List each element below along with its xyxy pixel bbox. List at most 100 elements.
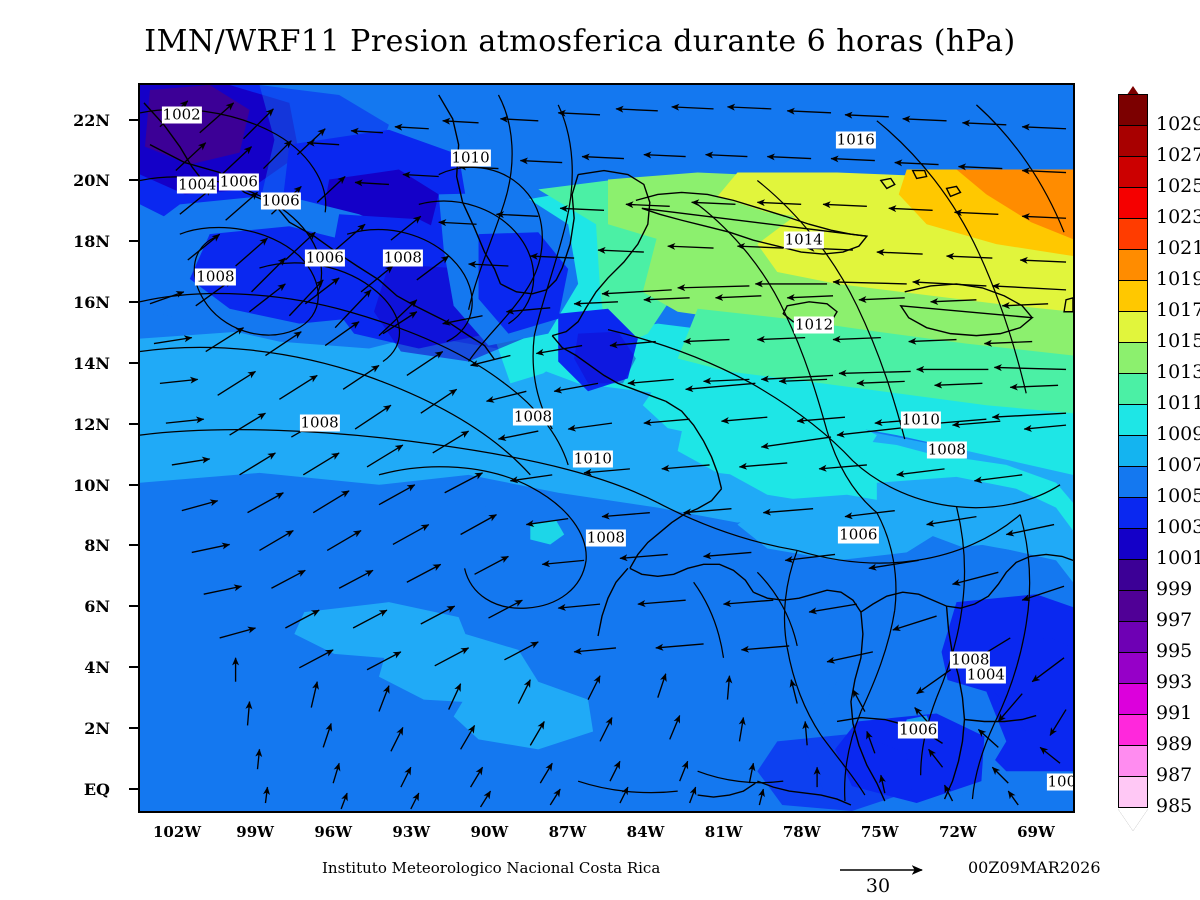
colorbar-swatch[interactable] [1118,94,1148,126]
colorbar-swatch[interactable] [1118,404,1148,436]
colorbar-tick-label: 1011 [1156,392,1200,414]
contour-label: 1002 [161,105,202,124]
contour-label: 1006 [260,191,301,210]
colorbar-swatch[interactable] [1118,528,1148,560]
colorbar-swatch[interactable] [1118,125,1148,157]
contour-label: 1008 [926,440,967,459]
y-axis-tick [129,361,138,364]
colorbar-swatch[interactable] [1118,342,1148,374]
y-axis-label: 8N [84,536,110,556]
colorbar-tick-label: 1017 [1156,299,1200,321]
y-axis-label: 2N [84,718,110,738]
contour-label: 1014 [783,230,824,249]
colorbar-tick-label: 1023 [1156,206,1200,228]
colorbar-tick-label: 1001 [1156,547,1200,569]
colorbar-swatch[interactable] [1118,435,1148,467]
colorbar-swatch[interactable] [1118,714,1148,746]
colorbar-tick-label: 985 [1156,795,1193,817]
page-title: IMN/WRF11 Presion atmosferica durante 6 … [144,24,1016,59]
contour-label: 1006 [218,172,259,191]
contour-label: 1012 [794,315,835,334]
y-axis-label: 4N [84,658,110,677]
x-axis-label: 90W [470,823,509,841]
colorbar-tick-label: 1007 [1156,454,1200,476]
colorbar-swatch[interactable] [1118,156,1148,188]
y-axis-tick [129,240,138,243]
y-axis-tick [129,422,138,425]
colorbar-tick-label: 1015 [1156,330,1200,352]
contour-label: 1008 [299,413,340,432]
contour-label: 1006 [304,248,345,267]
y-axis-label: 18N [73,232,110,252]
x-axis-label: 81W [704,823,743,841]
y-axis-tick [129,726,138,729]
pressure-field [140,85,1073,811]
x-axis-label: 72W [939,823,977,841]
contour-label: 1010 [572,449,613,468]
y-axis-tick [129,605,138,608]
colorbar-tick-label: 1019 [1156,268,1200,290]
y-axis-label: 16N [73,293,110,312]
x-axis-label: 93W [392,823,431,841]
colorbar-tick-label: 1013 [1156,361,1200,383]
y-axis-label: 10N [73,475,110,495]
contour-label: 1004 [177,175,218,194]
colorbar-tick-label: 993 [1156,671,1193,693]
x-axis-label: 96W [314,823,353,841]
colorbar-tick-label: 1029 [1156,113,1200,135]
wind-scale-value: 30 [865,875,891,897]
colorbar-tick-label: 991 [1156,702,1193,724]
contour-label: 1006 [838,525,879,544]
colorbar-swatch[interactable] [1118,776,1148,808]
contour-label: 1010 [450,148,491,167]
colorbar-swatch[interactable] [1118,590,1148,622]
contour-label: 1008 [512,407,554,426]
institute-credit: Instituto Meteorologico Nacional Costa R… [322,859,661,877]
colorbar-swatch[interactable] [1118,187,1148,219]
x-axis-label: 102W [152,823,202,841]
y-axis-tick [129,301,138,303]
colorbar-swatch[interactable] [1118,683,1148,715]
colorbar-tick-label: 1025 [1156,175,1200,197]
colorbar-swatch[interactable] [1118,311,1148,343]
colorbar-tick-label: 1003 [1156,516,1200,538]
colorbar-tick-label: 995 [1156,640,1193,662]
contour-label: 1010 [900,410,941,429]
wind-scale-key [840,865,923,875]
y-axis-label: 22N [73,110,110,130]
colorbar-swatch[interactable] [1118,280,1148,312]
colorbar[interactable] [1118,94,1148,808]
forecast-timestamp: 00Z09MAR2026 [968,858,1101,877]
x-axis-label: 78W [782,823,821,841]
colorbar-swatch[interactable] [1118,373,1148,405]
y-axis-tick [129,787,138,790]
coastlines [143,94,1073,806]
colorbar-swatch[interactable] [1118,249,1148,281]
contour-label: 1004 [965,665,1006,684]
colorbar-swatch[interactable] [1118,497,1148,529]
colorbar-swatch[interactable] [1118,652,1148,684]
colorbar-swatch[interactable] [1118,559,1148,591]
contour-label: 1016 [835,130,876,149]
x-axis-label: 75W [860,823,899,841]
colorbar-tick-label: 997 [1156,609,1193,631]
x-axis-label: 84W [626,823,665,841]
y-axis-tick [129,544,138,547]
x-axis-label: 69W [1017,823,1055,841]
contour-label: 1008 [382,248,423,267]
colorbar-tick-label: 1027 [1156,144,1200,166]
map-plot-area[interactable]: 1002 1004 1006 1006 1006 1008 1008 1010 1016 1014… [138,83,1075,813]
contour-label: 1006 [1046,773,1073,791]
colorbar-swatch[interactable] [1118,745,1148,777]
contour-label: 1008 [195,267,236,286]
colorbar-tick-label: 1009 [1156,423,1200,445]
y-axis-tick [129,118,138,121]
colorbar-swatch[interactable] [1118,466,1148,498]
colorbar-swatch[interactable] [1118,218,1148,250]
map-canvas [140,85,1073,811]
contour-label: 1008 [585,528,626,547]
y-axis-tick [129,179,138,182]
colorbar-swatch[interactable] [1118,621,1148,653]
colorbar-tick-label: 989 [1156,733,1193,755]
